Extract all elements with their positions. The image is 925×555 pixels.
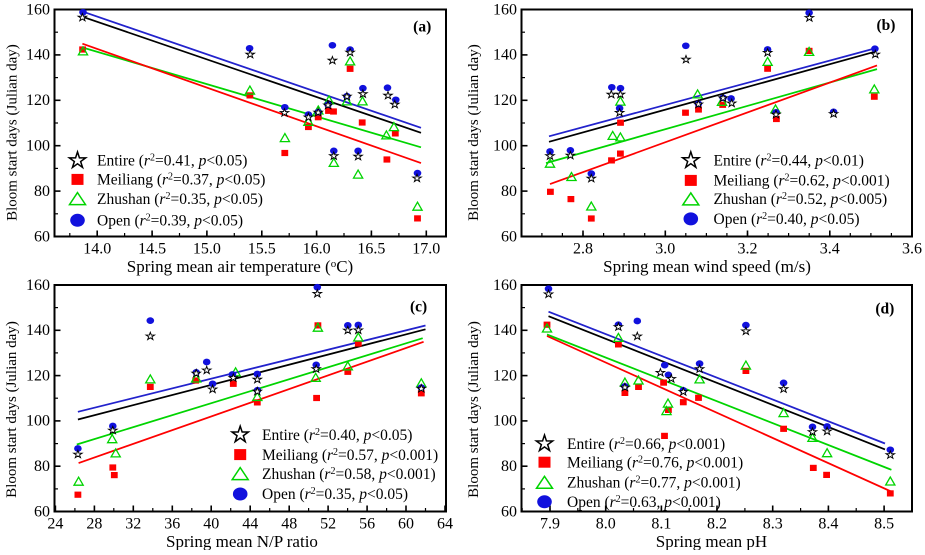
svg-text:100: 100 [26,138,50,155]
svg-text:Bloom start days (Julian day): Bloom start days (Julian day) [5,44,21,221]
svg-text:60: 60 [501,503,517,520]
svg-text:16.0: 16.0 [303,241,331,258]
svg-text:3.4: 3.4 [820,241,840,258]
svg-text:8.3: 8.3 [763,516,783,533]
svg-text:52: 52 [320,516,336,533]
svg-text:Entire (r2=0.66, p<0.001): Entire (r2=0.66, p<0.001) [567,436,725,453]
svg-text:48: 48 [281,516,297,533]
svg-text:8.1: 8.1 [651,516,671,533]
svg-text:16.5: 16.5 [357,241,385,258]
svg-text:(a): (a) [413,19,431,36]
svg-text:(d): (d) [875,301,894,318]
svg-text:28: 28 [86,516,102,533]
svg-text:160: 160 [493,1,517,18]
svg-text:14.0: 14.0 [83,241,111,258]
svg-text:100: 100 [493,138,517,155]
svg-text:Meiliang (r2=0.57, p<0.001): Meiliang (r2=0.57, p<0.001) [262,447,438,464]
svg-text:160: 160 [26,1,50,18]
svg-text:8.4: 8.4 [818,516,838,533]
svg-text:15.5: 15.5 [248,241,276,258]
svg-text:160: 160 [493,277,517,294]
svg-text:100: 100 [26,413,50,430]
svg-text:Open (r2=0.63, p<0.001): Open (r2=0.63, p<0.001) [567,494,721,511]
svg-text:36: 36 [164,516,180,533]
svg-text:44: 44 [242,516,258,533]
svg-text:14.5: 14.5 [138,241,166,258]
svg-text:64: 64 [437,516,453,533]
svg-text:(c): (c) [410,299,427,316]
svg-text:8.0: 8.0 [596,516,616,533]
svg-text:Zhushan (r2=0.52, p<0.005): Zhushan (r2=0.52, p<0.005) [714,191,888,208]
svg-text:(b): (b) [877,17,896,34]
svg-text:140: 140 [26,322,50,339]
svg-text:120: 120 [493,367,517,384]
svg-text:Spring mean wind speed (m/s): Spring mean wind speed (m/s) [603,257,811,276]
svg-text:Zhushan (r2=0.58, p<0.001): Zhushan (r2=0.58, p<0.001) [262,466,436,483]
svg-text:Open (r2=0.35, p<0.05): Open (r2=0.35, p<0.05) [262,486,408,503]
svg-text:Bloom start days (Julian day): Bloom start days (Julian day) [466,44,482,221]
svg-text:8.5: 8.5 [874,516,894,533]
svg-text:56: 56 [359,516,375,533]
svg-text:Bloom start days (Julian day): Bloom start days (Julian day) [466,321,482,498]
svg-text:60: 60 [34,228,50,245]
svg-text:120: 120 [26,92,50,109]
svg-text:Entire (r2=0.40, p<0.05): Entire (r2=0.40, p<0.05) [262,427,412,444]
svg-text:160: 160 [26,277,50,294]
svg-text:140: 140 [26,47,50,64]
svg-text:Entire (r2=0.44, p<0.01): Entire (r2=0.44, p<0.01) [714,153,864,170]
svg-text:80: 80 [501,458,517,475]
svg-text:Zhushan (r2=0.77, p<0.001): Zhushan (r2=0.77, p<0.001) [567,475,741,492]
svg-text:100: 100 [493,413,517,430]
svg-text:40: 40 [203,516,219,533]
svg-text:120: 120 [493,92,517,109]
svg-text:60: 60 [501,228,517,245]
svg-text:2.8: 2.8 [573,241,593,258]
svg-text:140: 140 [493,322,517,339]
svg-text:Meiliang (r2=0.62, p<0.001): Meiliang (r2=0.62, p<0.001) [714,173,890,190]
svg-text:Spring mean N/P ratio: Spring mean N/P ratio [166,532,318,550]
svg-text:Entire (r2=0.41, p<0.05): Entire (r2=0.41, p<0.05) [97,153,247,170]
svg-text:17.0: 17.0 [412,241,440,258]
svg-text:Bloom start days (Julian day): Bloom start days (Julian day) [4,321,20,498]
svg-text:80: 80 [501,183,517,200]
svg-text:Meiliang (r2=0.76, p<0.001): Meiliang (r2=0.76, p<0.001) [567,454,743,471]
svg-text:3.2: 3.2 [738,241,758,258]
svg-text:Spring mean air temperature (o: Spring mean air temperature (oC) [127,257,353,276]
svg-text:80: 80 [34,458,50,475]
svg-text:120: 120 [26,367,50,384]
svg-text:60: 60 [398,516,414,533]
svg-text:Open (r2=0.39, p<0.05): Open (r2=0.39, p<0.05) [97,213,243,230]
svg-text:32: 32 [125,516,141,533]
svg-text:60: 60 [34,503,50,520]
svg-text:Open (r2=0.40, p<0.05): Open (r2=0.40, p<0.05) [714,211,860,228]
svg-text:Zhushan (r2=0.35, p<0.05): Zhushan (r2=0.35, p<0.05) [97,191,263,208]
svg-text:3.0: 3.0 [655,241,675,258]
svg-text:7.9: 7.9 [540,516,560,533]
svg-text:80: 80 [34,183,50,200]
svg-text:Spring mean pH: Spring mean pH [656,532,767,550]
svg-text:Meiliang (r2=0.37, p<0.05): Meiliang (r2=0.37, p<0.05) [97,172,265,189]
svg-text:24: 24 [47,516,63,533]
svg-text:15.0: 15.0 [193,241,221,258]
svg-text:3.6: 3.6 [902,241,922,258]
svg-text:8.2: 8.2 [707,516,727,533]
svg-text:140: 140 [493,47,517,64]
